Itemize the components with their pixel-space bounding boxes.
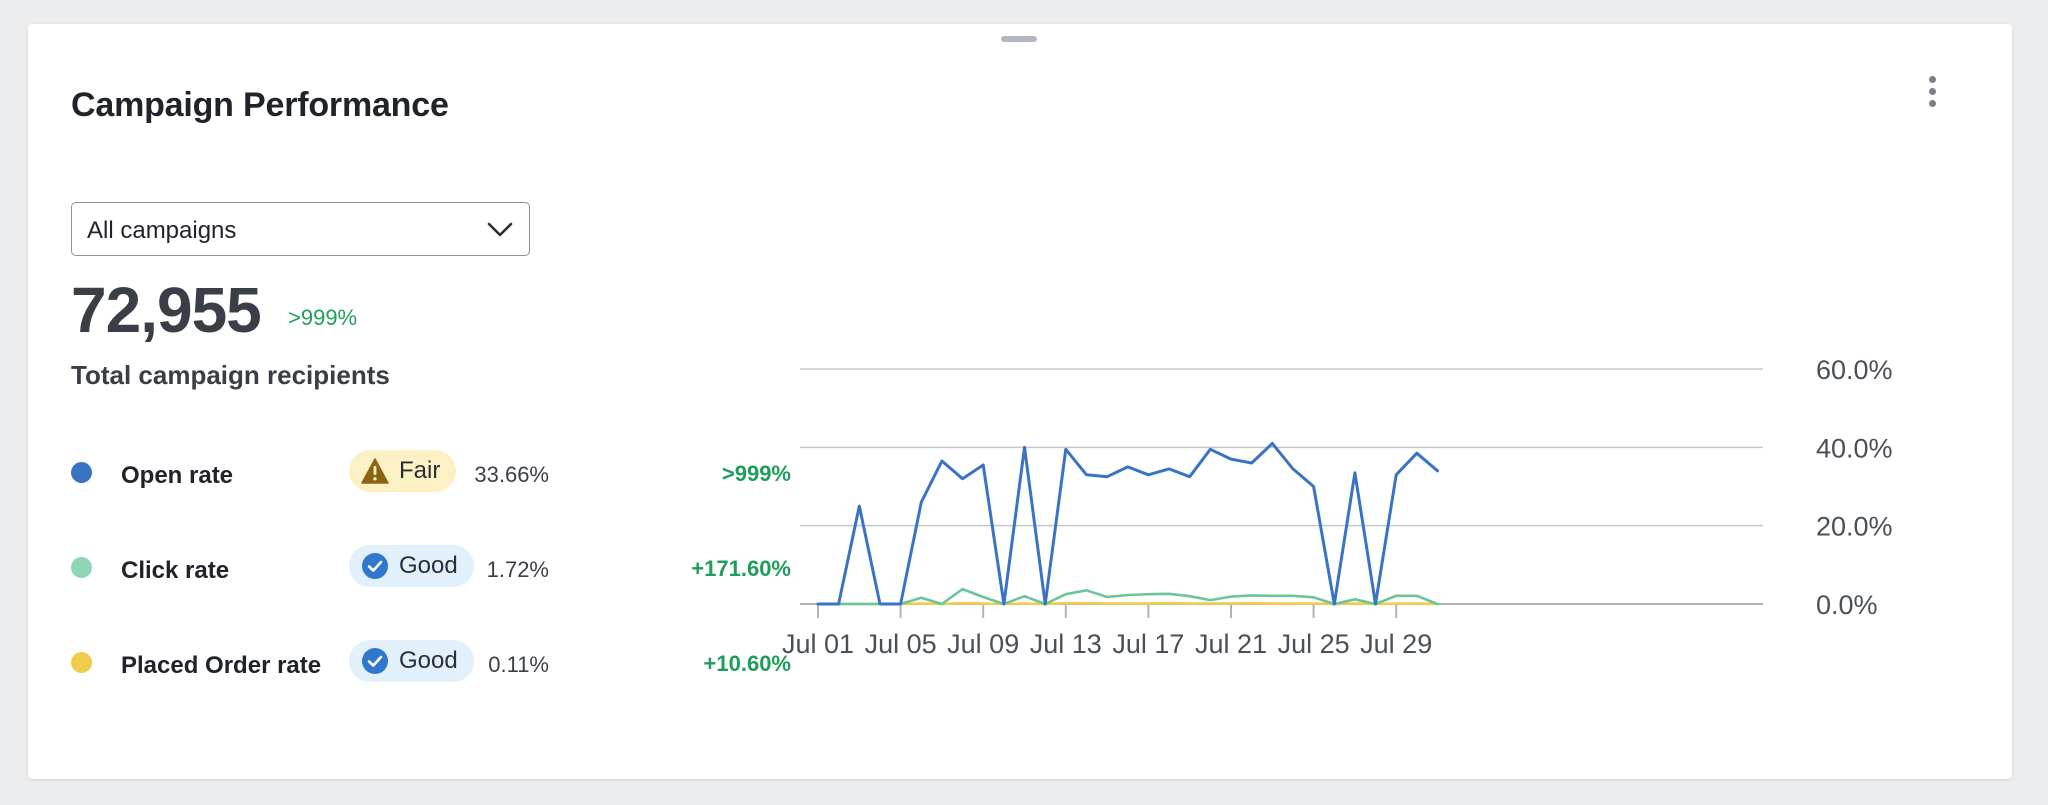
total-recipients-label: Total campaign recipients <box>71 360 390 390</box>
check-circle-icon <box>362 648 388 674</box>
y-tick-label: 0.0% <box>1816 590 1878 620</box>
metric-name: Placed Order rate <box>121 652 322 679</box>
x-tick-label: Jul 05 <box>865 629 937 659</box>
y-tick-label: 60.0% <box>1816 355 1893 385</box>
total-recipients-change: >999% <box>288 305 358 330</box>
metric-row-placed-order-rate: Placed Order rate Good 0.11% +10.60% <box>71 640 791 690</box>
campaign-filter-value: All campaigns <box>87 217 237 244</box>
status-badge[interactable]: Fair <box>349 450 457 492</box>
metric-change: +10.60% <box>703 651 791 676</box>
check-circle-icon <box>362 553 388 579</box>
campaign-filter-dropdown[interactable]: All campaigns <box>71 202 530 256</box>
x-tick-label: Jul 09 <box>947 629 1019 659</box>
x-tick-label: Jul 21 <box>1195 629 1267 659</box>
x-tick-label: Jul 01 <box>782 629 854 659</box>
badge-label: Good <box>399 647 458 674</box>
series-color-dot <box>71 652 92 673</box>
series-line <box>816 587 1439 606</box>
chevron-down-icon <box>487 222 513 237</box>
metric-change: +171.60% <box>691 556 791 581</box>
series-color-dot <box>71 557 92 578</box>
metric-name: Open rate <box>121 462 234 489</box>
metric-change: >999% <box>721 461 791 486</box>
y-tick-label: 40.0% <box>1816 433 1893 463</box>
metric-value: 0.11% <box>488 652 549 677</box>
x-tick-label: Jul 25 <box>1278 629 1350 659</box>
warning-icon <box>361 458 389 484</box>
metric-value: 1.72% <box>486 557 549 582</box>
drag-handle[interactable] <box>1001 36 1037 42</box>
y-tick-label: 20.0% <box>1816 512 1893 542</box>
kebab-menu-icon[interactable] <box>1924 76 1940 116</box>
total-recipients-value: 72,955 <box>71 274 262 346</box>
x-tick-label: Jul 17 <box>1112 629 1184 659</box>
metric-name: Click rate <box>121 557 230 584</box>
x-tick-label: Jul 29 <box>1360 629 1432 659</box>
status-badge[interactable]: Good <box>349 640 474 682</box>
series-color-dot <box>71 462 92 483</box>
campaign-performance-card: Campaign Performance All campaigns 72,95… <box>28 24 2012 779</box>
badge-label: Good <box>399 552 458 579</box>
x-tick-label: Jul 13 <box>1030 629 1102 659</box>
badge-label: Fair <box>399 457 441 484</box>
series-line <box>816 441 1439 606</box>
metric-row-open-rate: Open rate Fair 33.66% >999% <box>71 450 791 500</box>
series-line <box>816 601 1439 606</box>
card-title: Campaign Performance <box>71 86 449 124</box>
metric-row-click-rate: Click rate Good 1.72% +171.60% <box>71 545 791 595</box>
status-badge[interactable]: Good <box>349 545 474 587</box>
metric-value: 33.66% <box>474 462 549 487</box>
